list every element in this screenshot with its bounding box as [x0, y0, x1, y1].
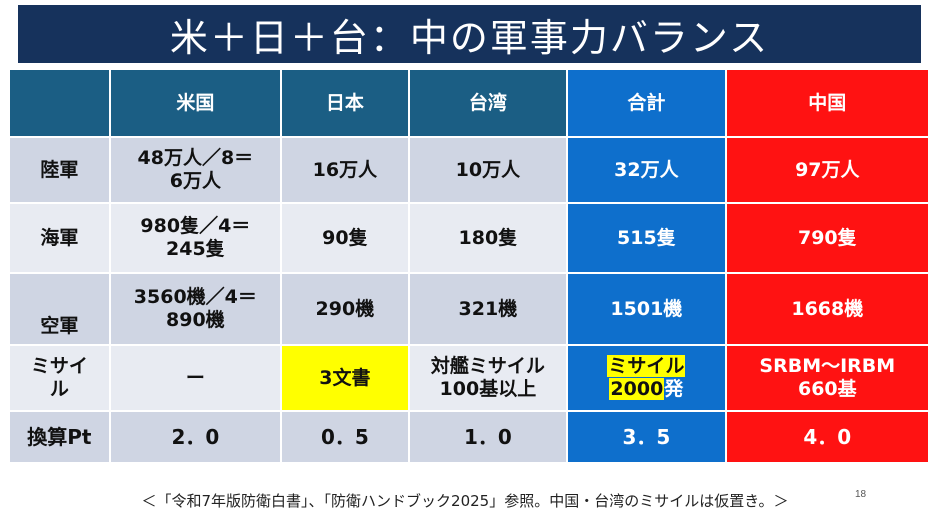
cell-taiwan-missile: 対艦ミサイル 100基以上: [409, 345, 567, 411]
cell-total-points: 3．5: [567, 411, 726, 463]
table-row-navy: 海軍 980隻／4＝ 245隻 90隻 180隻 515隻 790隻: [9, 203, 929, 273]
cell-us-points: 2．0: [110, 411, 281, 463]
cell-us-navy: 980隻／4＝ 245隻: [110, 203, 281, 273]
cell-total-missile-line1: ミサイル: [607, 355, 685, 377]
cell-total-airforce: 1501機: [567, 273, 726, 345]
header-japan: 日本: [281, 69, 409, 137]
cell-us-navy-line1: 980隻／4＝: [113, 215, 278, 238]
cell-china-navy: 790隻: [726, 203, 929, 273]
cell-total-army: 32万人: [567, 137, 726, 203]
row-label-navy: 海軍: [9, 203, 110, 273]
cell-china-points: 4．0: [726, 411, 929, 463]
cell-total-missile: ミサイル 2000発: [567, 345, 726, 411]
row-label-points: 換算Pt: [9, 411, 110, 463]
row-label-missile: ミサイ ル: [9, 345, 110, 411]
cell-japan-navy: 90隻: [281, 203, 409, 273]
cell-total-navy: 515隻: [567, 203, 726, 273]
cell-japan-army: 16万人: [281, 137, 409, 203]
cell-japan-missile: 3文書: [281, 345, 409, 411]
cell-us-army-line1: 48万人／8＝: [113, 147, 278, 170]
cell-china-missile-line1: SRBM～IRBM: [729, 355, 926, 378]
header-corner: [9, 69, 110, 137]
cell-taiwan-navy: 180隻: [409, 203, 567, 273]
cell-taiwan-missile-line1: 対艦ミサイル: [412, 355, 564, 378]
cell-total-missile-number: 2000: [609, 378, 664, 400]
cell-taiwan-army: 10万人: [409, 137, 567, 203]
cell-us-navy-line2: 245隻: [113, 238, 278, 261]
cell-taiwan-points: 1．0: [409, 411, 567, 463]
row-label-missile-line2: ル: [12, 378, 107, 401]
cell-japan-airforce: 290機: [281, 273, 409, 345]
header-taiwan: 台湾: [409, 69, 567, 137]
cell-us-airforce-line1: 3560機／4＝: [113, 286, 278, 309]
cell-china-missile-line2: 660基: [729, 378, 926, 401]
header-us: 米国: [110, 69, 281, 137]
page-number: 18: [855, 489, 866, 500]
cell-us-army-line2: 6万人: [113, 170, 278, 193]
row-label-army: 陸軍: [9, 137, 110, 203]
table-row-airforce: 空軍 3560機／4＝ 890機 290機 321機 1501機 1668機: [9, 273, 929, 345]
row-label-missile-line1: ミサイ: [12, 355, 107, 378]
table-row-missile: ミサイ ル ー 3文書 対艦ミサイル 100基以上 ミサイル 2000発 SRB…: [9, 345, 929, 411]
military-balance-table: 米国 日本 台湾 合計 中国 陸軍 48万人／8＝ 6万人 16万人 10万人 …: [8, 68, 930, 464]
slide-title: 米＋日＋台：中の軍事力バランス: [18, 5, 921, 63]
cell-us-airforce-line2: 890機: [113, 309, 278, 332]
cell-taiwan-missile-line2: 100基以上: [412, 378, 564, 401]
cell-taiwan-airforce: 321機: [409, 273, 567, 345]
cell-china-missile: SRBM～IRBM 660基: [726, 345, 929, 411]
cell-total-missile-unit: 発: [664, 378, 683, 400]
table-row-points: 換算Pt 2．0 0．5 1．0 3．5 4．0: [9, 411, 929, 463]
table-row-army: 陸軍 48万人／8＝ 6万人 16万人 10万人 32万人 97万人: [9, 137, 929, 203]
row-label-airforce: 空軍: [9, 273, 110, 345]
cell-us-airforce: 3560機／4＝ 890機: [110, 273, 281, 345]
cell-japan-points: 0．5: [281, 411, 409, 463]
header-total: 合計: [567, 69, 726, 137]
table-header-row: 米国 日本 台湾 合計 中国: [9, 69, 929, 137]
cell-us-missile: ー: [110, 345, 281, 411]
source-footnote: ＜「令和7年版防衛白書」、「防衛ハンドブック2025」参照。中国・台湾のミサイル…: [0, 490, 930, 511]
cell-us-army: 48万人／8＝ 6万人: [110, 137, 281, 203]
header-china: 中国: [726, 69, 929, 137]
cell-china-airforce: 1668機: [726, 273, 929, 345]
cell-china-army: 97万人: [726, 137, 929, 203]
